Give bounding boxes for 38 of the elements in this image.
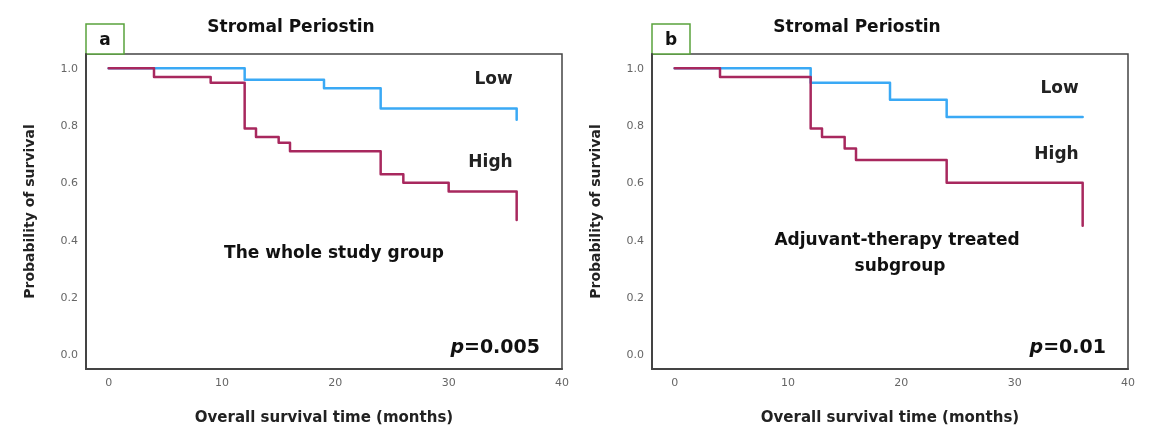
chart-title: Stromal Periostin <box>773 15 941 36</box>
y-tick-label: 0.0 <box>626 348 644 362</box>
series-label: High <box>468 151 513 172</box>
y-tick-label: 0.6 <box>626 176 644 190</box>
y-axis-title: Probability of survival <box>587 124 603 299</box>
x-tick-label: 40 <box>555 376 569 389</box>
y-tick-label: 0.8 <box>60 119 78 133</box>
y-tick-label: 0.2 <box>626 290 644 304</box>
x-tick-label: 30 <box>1007 376 1022 389</box>
x-tick-label: 20 <box>894 376 909 389</box>
y-tick-label: 1.0 <box>626 61 644 75</box>
series-label: High <box>1034 142 1079 163</box>
annotation: Adjuvant-therapy treated subgroup <box>774 228 1026 275</box>
y-tick-label: 0.4 <box>60 233 78 247</box>
x-tick-label: 0 <box>105 376 113 389</box>
y-axis-title: Probability of survival <box>21 124 37 299</box>
y-tick-label: 0.6 <box>60 176 78 190</box>
x-tick-label: 10 <box>215 376 229 389</box>
y-tick-label: 0.8 <box>626 119 644 133</box>
x-tick-label: 30 <box>441 376 456 389</box>
x-axis-title: Overall survival time (months) <box>760 407 1020 426</box>
y-tick-label: 0.4 <box>626 233 644 247</box>
x-tick-label: 10 <box>781 376 795 389</box>
x-tick-label: 20 <box>328 376 343 389</box>
y-tick-label: 0.2 <box>60 290 78 304</box>
annotation: The whole study group <box>224 241 444 262</box>
text: b <box>664 29 678 49</box>
y-tick-label: 1.0 <box>60 61 78 75</box>
y-tick-label: 0.0 <box>60 348 78 362</box>
x-tick-label: 40 <box>1121 376 1135 389</box>
annotation: p=0.005 <box>449 334 541 357</box>
annotation: p=0.01 <box>1028 334 1107 357</box>
text: a <box>99 29 111 49</box>
x-axis-title: Overall survival time (months) <box>194 407 454 426</box>
series-label: Low <box>474 68 513 89</box>
x-tick-label: 0 <box>671 376 679 389</box>
series-label: Low <box>1040 77 1079 97</box>
chart-title: Stromal Periostin <box>207 15 375 36</box>
